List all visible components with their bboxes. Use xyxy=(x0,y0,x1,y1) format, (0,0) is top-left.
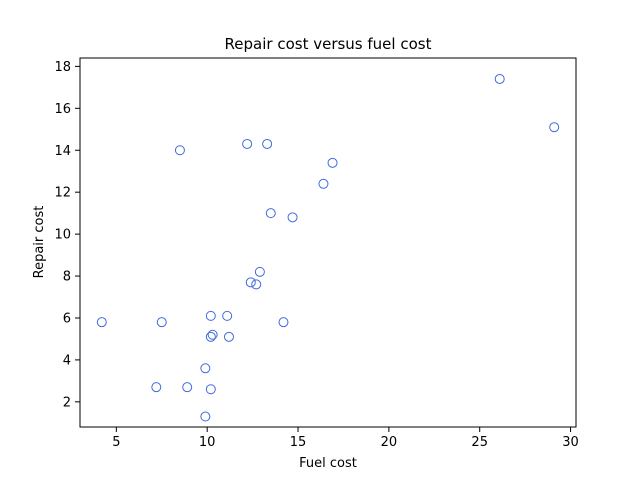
data-point xyxy=(200,411,211,422)
data-point xyxy=(278,317,289,328)
y-axis: 2 4 6 8 10 12 14 16 18 xyxy=(54,60,80,410)
x-tick-label: 5 xyxy=(112,435,120,450)
y-tick-label: 8 xyxy=(63,270,71,285)
data-point xyxy=(549,122,560,133)
y-axis-label: Repair cost xyxy=(32,206,47,279)
data-points xyxy=(96,73,560,422)
data-point xyxy=(222,310,233,321)
y-tick-label: 10 xyxy=(54,228,71,243)
x-axis: 5 10 15 20 25 30 xyxy=(112,427,579,450)
x-tick-label: 30 xyxy=(562,435,579,450)
data-point xyxy=(156,317,167,328)
y-tick-label: 4 xyxy=(63,353,71,368)
x-tick-label: 20 xyxy=(381,435,398,450)
x-tick-label: 15 xyxy=(290,435,307,450)
data-point xyxy=(262,138,273,149)
data-point xyxy=(494,73,505,84)
data-point xyxy=(265,208,276,219)
x-tick-label: 10 xyxy=(199,435,216,450)
y-tick-label: 16 xyxy=(54,102,71,117)
data-point xyxy=(182,382,193,393)
data-point xyxy=(200,363,211,374)
y-tick-label: 6 xyxy=(63,311,71,326)
data-point xyxy=(151,382,162,393)
data-point xyxy=(242,138,253,149)
data-point xyxy=(287,212,298,223)
plot-area-frame xyxy=(79,57,577,428)
data-point xyxy=(205,310,216,321)
data-point xyxy=(205,331,216,342)
data-point xyxy=(251,279,262,290)
data-point xyxy=(96,317,107,328)
x-tick-label: 25 xyxy=(471,435,488,450)
x-axis-label: Fuel cost xyxy=(299,456,357,471)
y-tick-label: 2 xyxy=(63,395,71,410)
y-tick-label: 14 xyxy=(54,144,71,159)
y-tick-label: 12 xyxy=(54,186,71,201)
data-point xyxy=(223,331,234,342)
y-tick-label: 18 xyxy=(54,60,71,75)
data-point xyxy=(245,277,256,288)
data-point xyxy=(254,266,265,277)
data-point xyxy=(327,157,338,168)
data-point xyxy=(207,329,218,340)
data-point xyxy=(174,145,185,156)
data-point xyxy=(318,178,329,189)
data-point xyxy=(205,384,216,395)
chart-title: Repair cost versus fuel cost xyxy=(225,35,432,53)
